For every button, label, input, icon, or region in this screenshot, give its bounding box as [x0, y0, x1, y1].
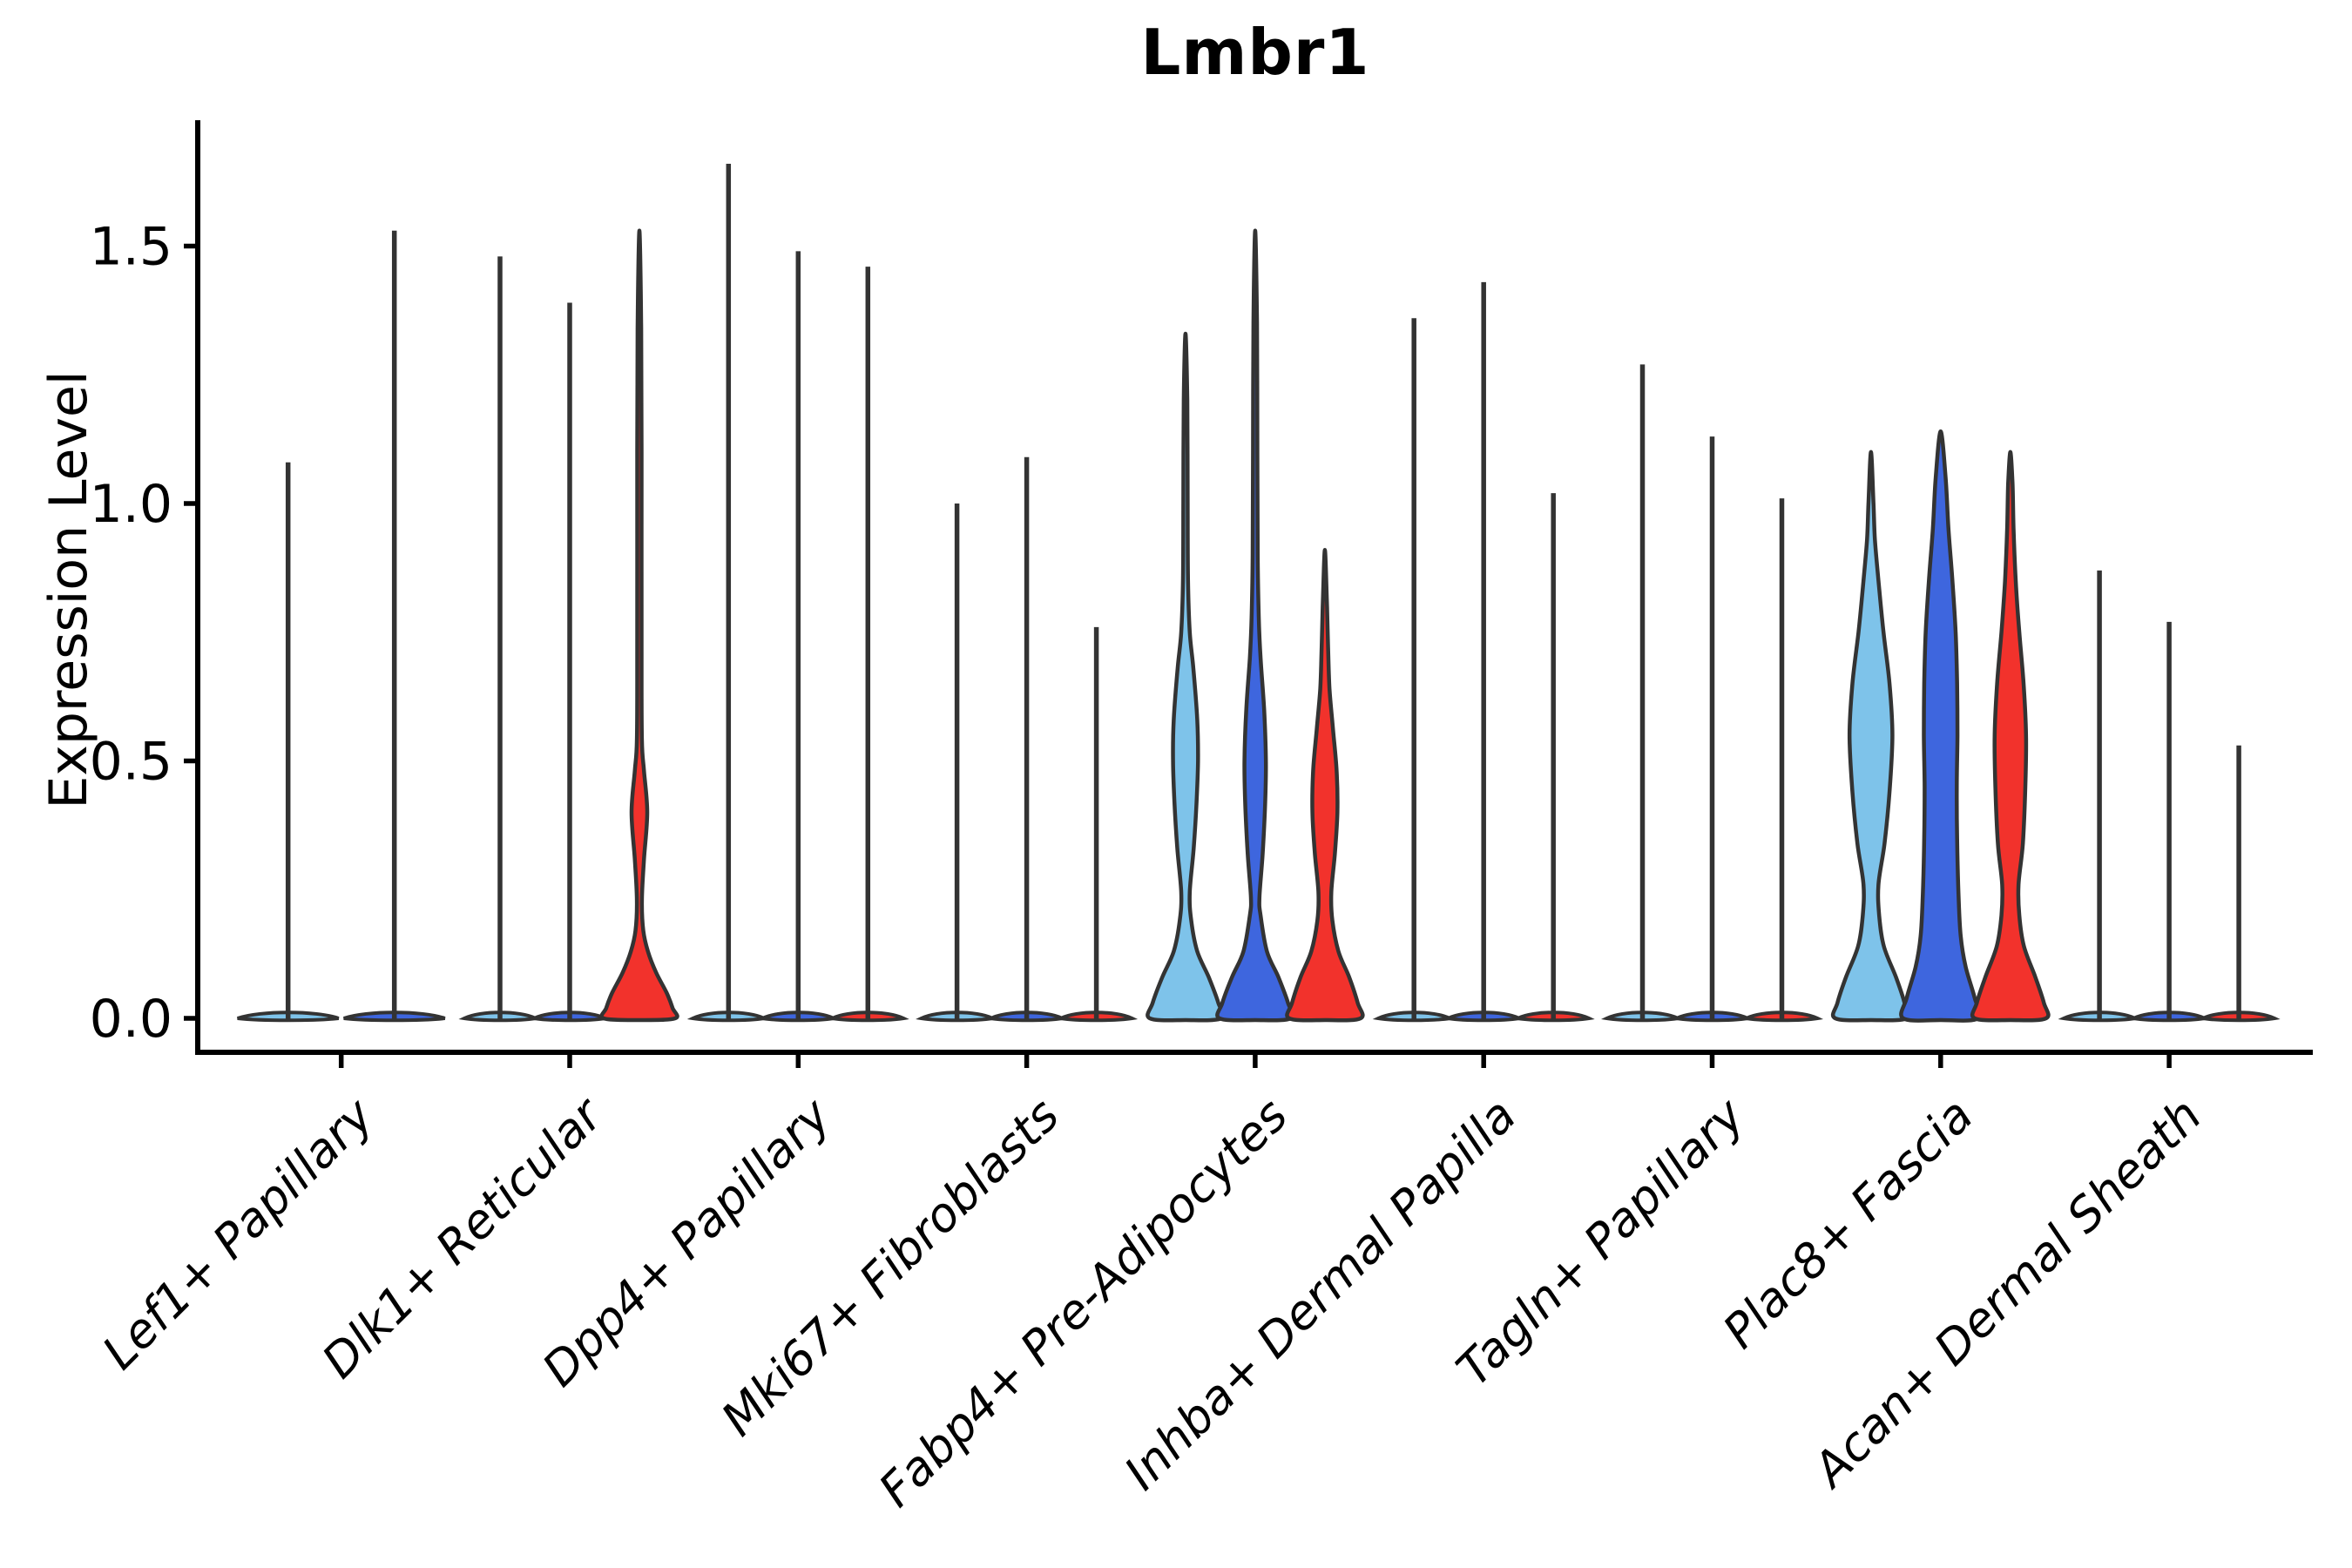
violin-lightblue [1830, 449, 1911, 1023]
violin-lightblue [1146, 331, 1226, 1023]
y-tick-label: 1.0 [90, 474, 172, 535]
violin-blue [1899, 429, 1983, 1023]
y-tick-label: 0.0 [90, 989, 172, 1050]
violin-red [1285, 547, 1365, 1023]
x-tick-label: Fabp4+ Pre-Adipocytes [868, 1088, 1298, 1517]
violin-red [599, 228, 679, 1023]
violin-blue [1215, 228, 1295, 1023]
x-tick-label: Acan+ Dermal Sheath [1801, 1088, 2212, 1499]
violin-red [1970, 449, 2051, 1023]
plot-title: Lmbr1 [1140, 16, 1370, 89]
y-tick-label: 0.5 [90, 732, 172, 793]
y-tick-label: 1.5 [90, 217, 172, 278]
x-tick-label: Inhba+ Dermal Papilla [1114, 1088, 1527, 1501]
